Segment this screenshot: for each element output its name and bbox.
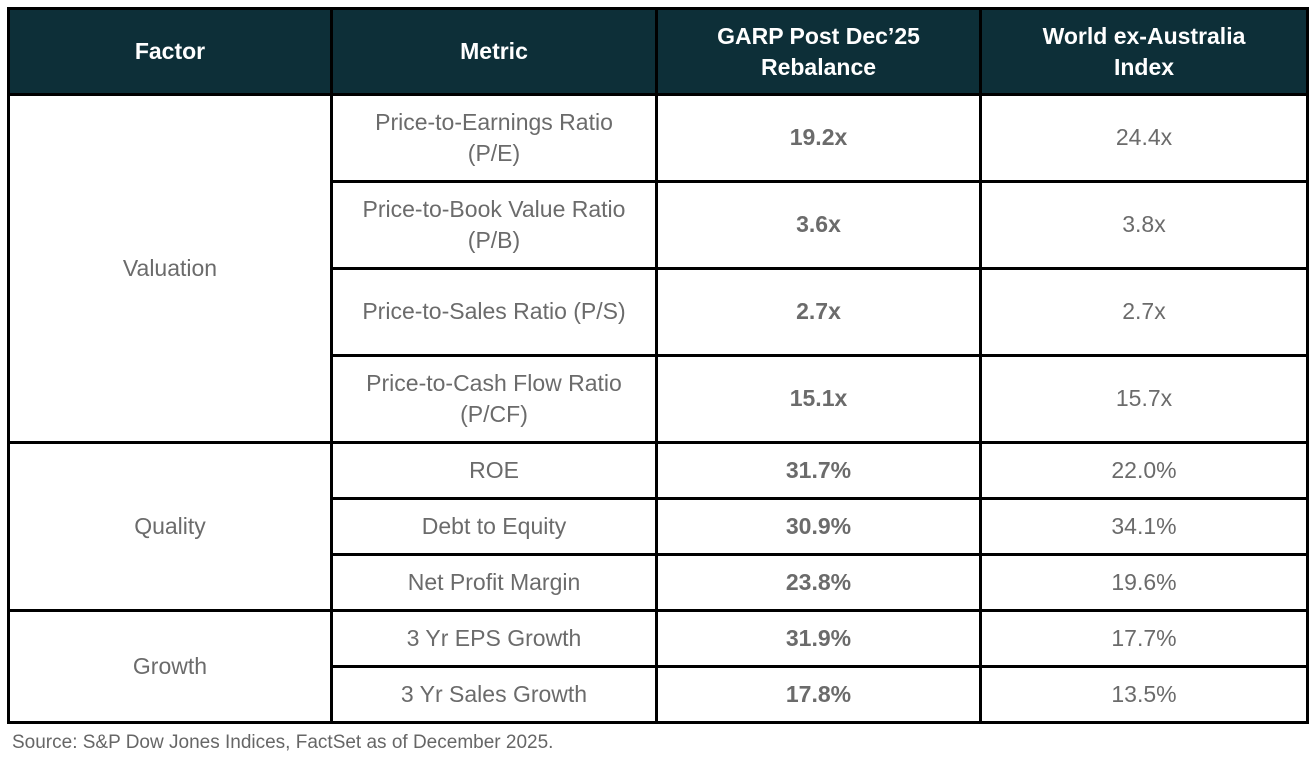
- table-row: 3 Yr Sales Growth 17.8% 13.5%: [9, 665, 1309, 724]
- metric-cell: Price-to-Book Value Ratio (P/B): [330, 180, 658, 270]
- metric-cell: Net Profit Margin: [330, 553, 658, 612]
- world-value-cell: 13.5%: [979, 665, 1309, 724]
- table-row: Price-to-Cash Flow Ratio (P/CF) 15.1x 15.7…: [9, 354, 1309, 444]
- factor-cell: Quality: [7, 441, 333, 612]
- metric-cell: 3 Yr EPS Growth: [330, 609, 658, 668]
- garp-value-cell: 2.7x: [655, 267, 982, 357]
- world-value-cell: 15.7x: [979, 354, 1309, 444]
- table-row: Price-to-Book Value Ratio (P/B) 3.6x 3.8x: [9, 180, 1309, 270]
- garp-value-cell: 3.6x: [655, 180, 982, 270]
- metric-cell: Price-to-Cash Flow Ratio (P/CF): [330, 354, 658, 444]
- header-factor: Factor: [7, 7, 333, 96]
- garp-value-cell: 17.8%: [655, 665, 982, 724]
- table-row: Net Profit Margin 23.8% 19.6%: [9, 553, 1309, 612]
- header-metric: Metric: [330, 7, 658, 96]
- factor-cell: Growth: [7, 609, 333, 724]
- metric-cell: Debt to Equity: [330, 497, 658, 556]
- world-value-cell: 22.0%: [979, 441, 1309, 500]
- metric-cell: 3 Yr Sales Growth: [330, 665, 658, 724]
- world-value-cell: 19.6%: [979, 553, 1309, 612]
- header-world: World ex-Australia Index: [979, 7, 1309, 96]
- table-row: Price-to-Sales Ratio (P/S) 2.7x 2.7x: [9, 267, 1309, 357]
- table-row: Growth 3 Yr EPS Growth 31.9% 17.7%: [7, 609, 1309, 724]
- garp-value-cell: 15.1x: [655, 354, 982, 444]
- metric-cell: Price-to-Sales Ratio (P/S): [330, 267, 658, 357]
- factor-comparison-table: Factor Metric GARP Post Dec’25 Rebalance…: [7, 7, 1309, 724]
- world-value-cell: 3.8x: [979, 180, 1309, 270]
- garp-value-cell: 31.7%: [655, 441, 982, 500]
- garp-value-cell: 19.2x: [655, 93, 982, 183]
- world-value-cell: 2.7x: [979, 267, 1309, 357]
- world-value-cell: 24.4x: [979, 93, 1309, 183]
- table-body: Valuation Price-to-Earnings Ratio (P/E) 19…: [7, 93, 1309, 724]
- metric-cell: Price-to-Earnings Ratio (P/E): [330, 93, 658, 183]
- table-row: Debt to Equity 30.9% 34.1%: [9, 497, 1309, 556]
- metric-cell: ROE: [330, 441, 658, 500]
- page: Factor Metric GARP Post Dec’25 Rebalance…: [7, 7, 1309, 753]
- table-header: Factor Metric GARP Post Dec’25 Rebalance…: [7, 7, 1309, 96]
- header-garp: GARP Post Dec’25 Rebalance: [655, 7, 982, 96]
- garp-value-cell: 30.9%: [655, 497, 982, 556]
- header-row: Factor Metric GARP Post Dec’25 Rebalance…: [7, 7, 1309, 96]
- table-row: Valuation Price-to-Earnings Ratio (P/E) 19…: [7, 93, 1309, 444]
- table-row: Quality ROE 31.7% 22.0%: [7, 441, 1309, 612]
- world-value-cell: 17.7%: [979, 609, 1309, 668]
- world-value-cell: 34.1%: [979, 497, 1309, 556]
- factor-cell: Valuation: [7, 93, 333, 444]
- garp-value-cell: 23.8%: [655, 553, 982, 612]
- garp-value-cell: 31.9%: [655, 609, 982, 668]
- source-note: Source: S&P Dow Jones Indices, FactSet a…: [12, 732, 554, 753]
